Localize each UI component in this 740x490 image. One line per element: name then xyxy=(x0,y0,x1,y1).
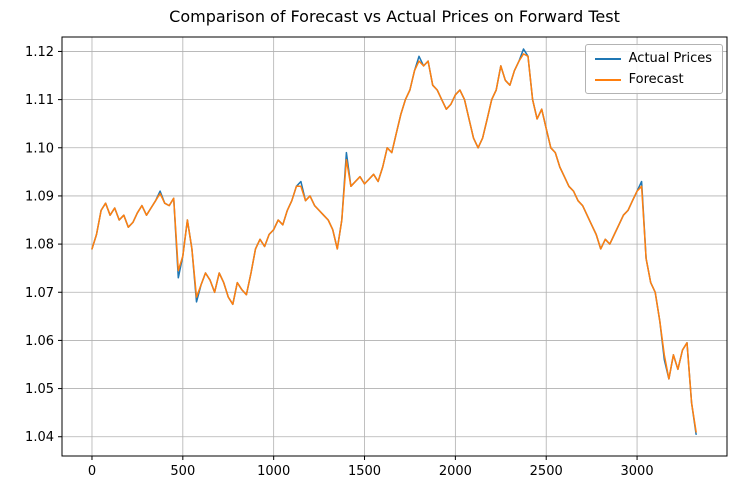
x-tick-label: 0 xyxy=(88,464,96,479)
y-tick-label: 1.11 xyxy=(25,93,54,108)
x-tick-label: 3000 xyxy=(621,464,654,479)
chart-title: Comparison of Forecast vs Actual Prices … xyxy=(169,7,620,26)
legend: Actual Prices Forecast xyxy=(584,44,723,94)
y-tick-label: 1.06 xyxy=(25,334,54,349)
x-tick-label: 2000 xyxy=(439,464,472,479)
legend-line-swatch-forecast xyxy=(594,78,621,81)
x-tick-label: 1000 xyxy=(257,464,290,479)
legend-label-forecast: Forecast xyxy=(628,72,684,87)
y-tick-label: 1.10 xyxy=(25,141,54,156)
x-tick-label: 1500 xyxy=(348,464,381,479)
legend-item-forecast: Forecast xyxy=(594,72,712,87)
y-tick-label: 1.09 xyxy=(25,189,54,204)
legend-label-actual: Actual Prices xyxy=(628,51,712,66)
y-tick-label: 1.08 xyxy=(25,238,54,253)
x-tick-label: 500 xyxy=(170,464,195,479)
y-tick-label: 1.07 xyxy=(25,286,54,301)
legend-line-swatch-actual xyxy=(594,57,621,60)
series-line-1 xyxy=(91,53,697,433)
plot-area xyxy=(62,37,727,456)
legend-item-actual-prices: Actual Prices xyxy=(594,51,712,66)
y-tick-label: 1.05 xyxy=(25,382,54,397)
y-tick-label: 1.04 xyxy=(25,430,54,445)
x-tick-label: 2500 xyxy=(530,464,563,479)
axes-frame xyxy=(61,36,728,457)
y-tick-label: 1.12 xyxy=(25,45,54,60)
